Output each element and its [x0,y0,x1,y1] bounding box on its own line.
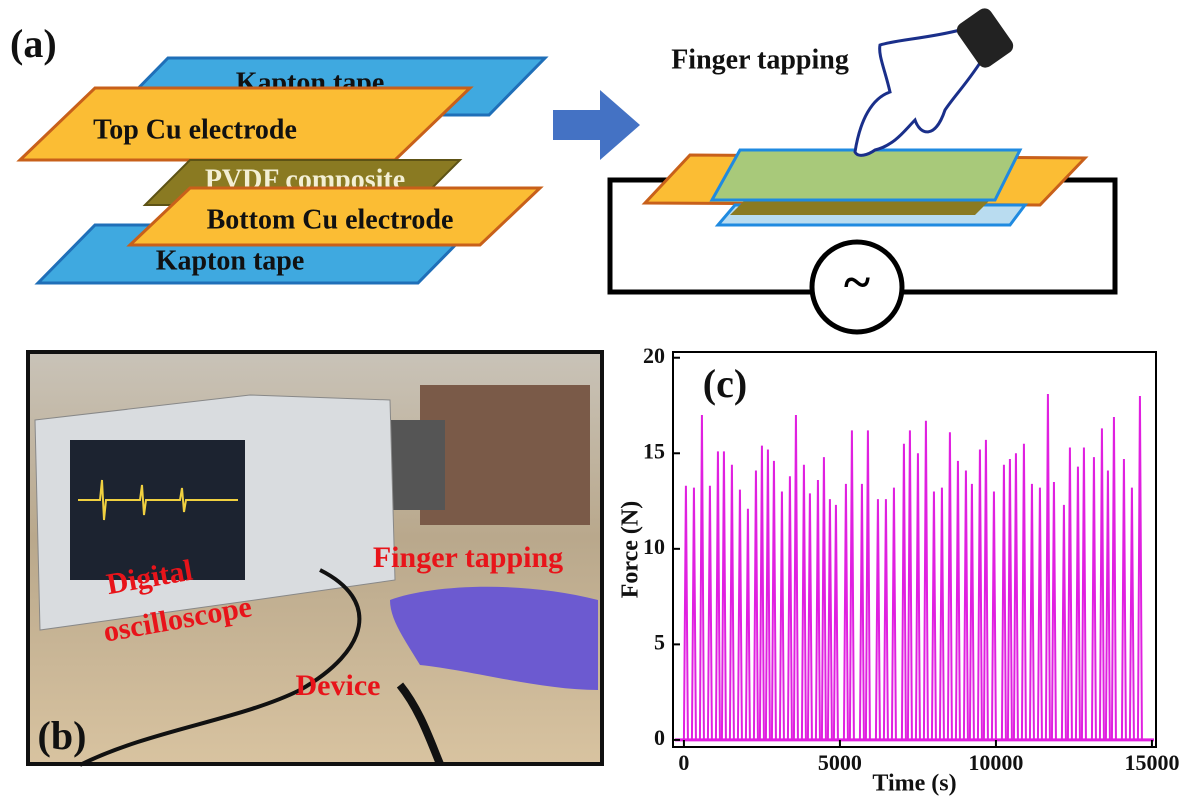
spike [780,492,784,740]
panel-label: (b) [38,713,87,758]
y-tick-label: 15 [643,438,665,463]
spike [970,484,974,740]
panel-label: (c) [703,361,747,406]
device-top [712,150,1020,200]
spike [802,465,806,740]
spike [700,415,704,740]
spike [1022,444,1026,740]
spike [1106,470,1110,739]
force-chart: 0 5 10 15 20 0 5000 10000 15000 Time (s) Force (N)… [618,343,1180,797]
spike [908,430,912,740]
spike [844,484,848,740]
spike [866,430,870,740]
spike [1068,448,1072,740]
spike [984,440,988,740]
spike [1002,465,1006,740]
spike [1092,457,1096,740]
spike [1052,482,1056,740]
spike [1014,453,1018,740]
spike [794,415,798,740]
y-tick-label: 0 [654,725,665,750]
y-tick-label: 10 [643,534,665,559]
spike [708,486,712,740]
hand [855,30,985,155]
spike [716,451,720,740]
spike [692,488,696,740]
spike [860,484,864,740]
layer-label: Top Cu electrode [93,114,297,145]
panel-label: (a) [10,21,57,66]
spike [948,432,952,740]
spike [1122,459,1126,740]
spike [746,509,750,740]
spike [834,505,838,740]
x-axis-label: Time (s) [872,771,956,797]
arrow [553,90,640,160]
spike [916,453,920,740]
x-tick-label: 0 [678,750,689,775]
source-symbol: ~ [844,253,870,309]
spike [822,457,826,740]
spike [1130,488,1134,740]
spike [808,493,812,740]
spike [828,499,832,740]
spike [1046,394,1050,740]
spike [788,476,792,740]
spike [684,486,688,740]
spike [992,492,996,740]
spike [978,449,982,739]
spike [932,492,936,740]
x-tick-label: 5000 [818,750,862,775]
y-axis-label: Force (N) [618,501,644,599]
layer-label: Kapton tape [156,245,305,276]
spike [738,490,742,740]
spike [772,461,776,740]
spike [1138,396,1142,740]
spike [884,499,888,740]
spike [876,499,880,740]
action-label: Finger tapping [671,44,849,75]
spike [924,421,928,740]
pen-holder [385,420,445,510]
figure: (a) Kapton tape Top Cu electrode PVDF co… [0,0,1184,800]
spike [1082,448,1086,740]
books [420,385,590,525]
spike [956,461,960,740]
spike [850,430,854,740]
spike [1038,488,1042,740]
spike [892,488,896,740]
y-tick-label: 20 [643,343,665,368]
spike [754,470,758,739]
spike [902,444,906,740]
photo-label: Device [296,669,381,702]
spike [816,480,820,740]
spike [1076,467,1080,740]
device-pvdf [730,200,990,215]
x-tick-label: 15000 [1124,750,1179,775]
spike [1112,417,1116,740]
spike [940,488,944,740]
y-tick-label: 5 [654,629,665,654]
spike [1008,459,1012,740]
x-tick-label: 10000 [968,750,1023,775]
spike [1062,505,1066,740]
spike [1100,428,1104,739]
spike [964,470,968,739]
spike [730,465,734,740]
spike [760,446,764,740]
photo-label: Finger tapping [373,541,563,574]
layer-label: Bottom Cu electrode [207,204,454,235]
spike [1030,484,1034,740]
spike [722,451,726,740]
spike [766,449,770,739]
